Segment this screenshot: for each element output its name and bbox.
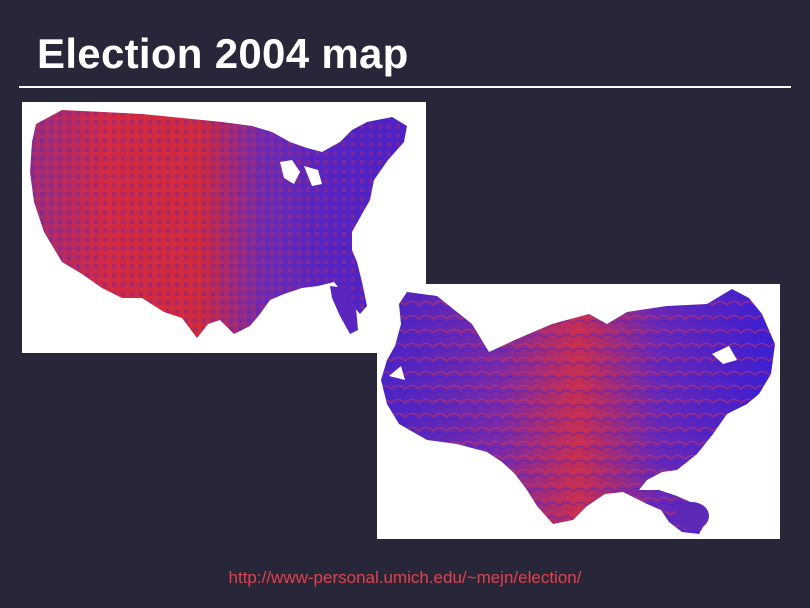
great-lakes-cutout: [280, 160, 322, 186]
geographic-election-map: [22, 102, 426, 353]
geographic-map-svg: [30, 110, 407, 338]
source-url-link[interactable]: http://www-personal.umich.edu/~mejn/elec…: [228, 568, 582, 587]
title-divider: [19, 86, 791, 88]
slide-title: Election 2004 map: [37, 30, 409, 77]
florida-bulge: [675, 502, 709, 530]
coast-gap: [389, 366, 405, 380]
florida-peninsula: [330, 286, 358, 334]
lake-gap: [712, 346, 737, 364]
cartogram-election-map: [377, 284, 780, 539]
cartogram-map-svg: [381, 289, 775, 534]
